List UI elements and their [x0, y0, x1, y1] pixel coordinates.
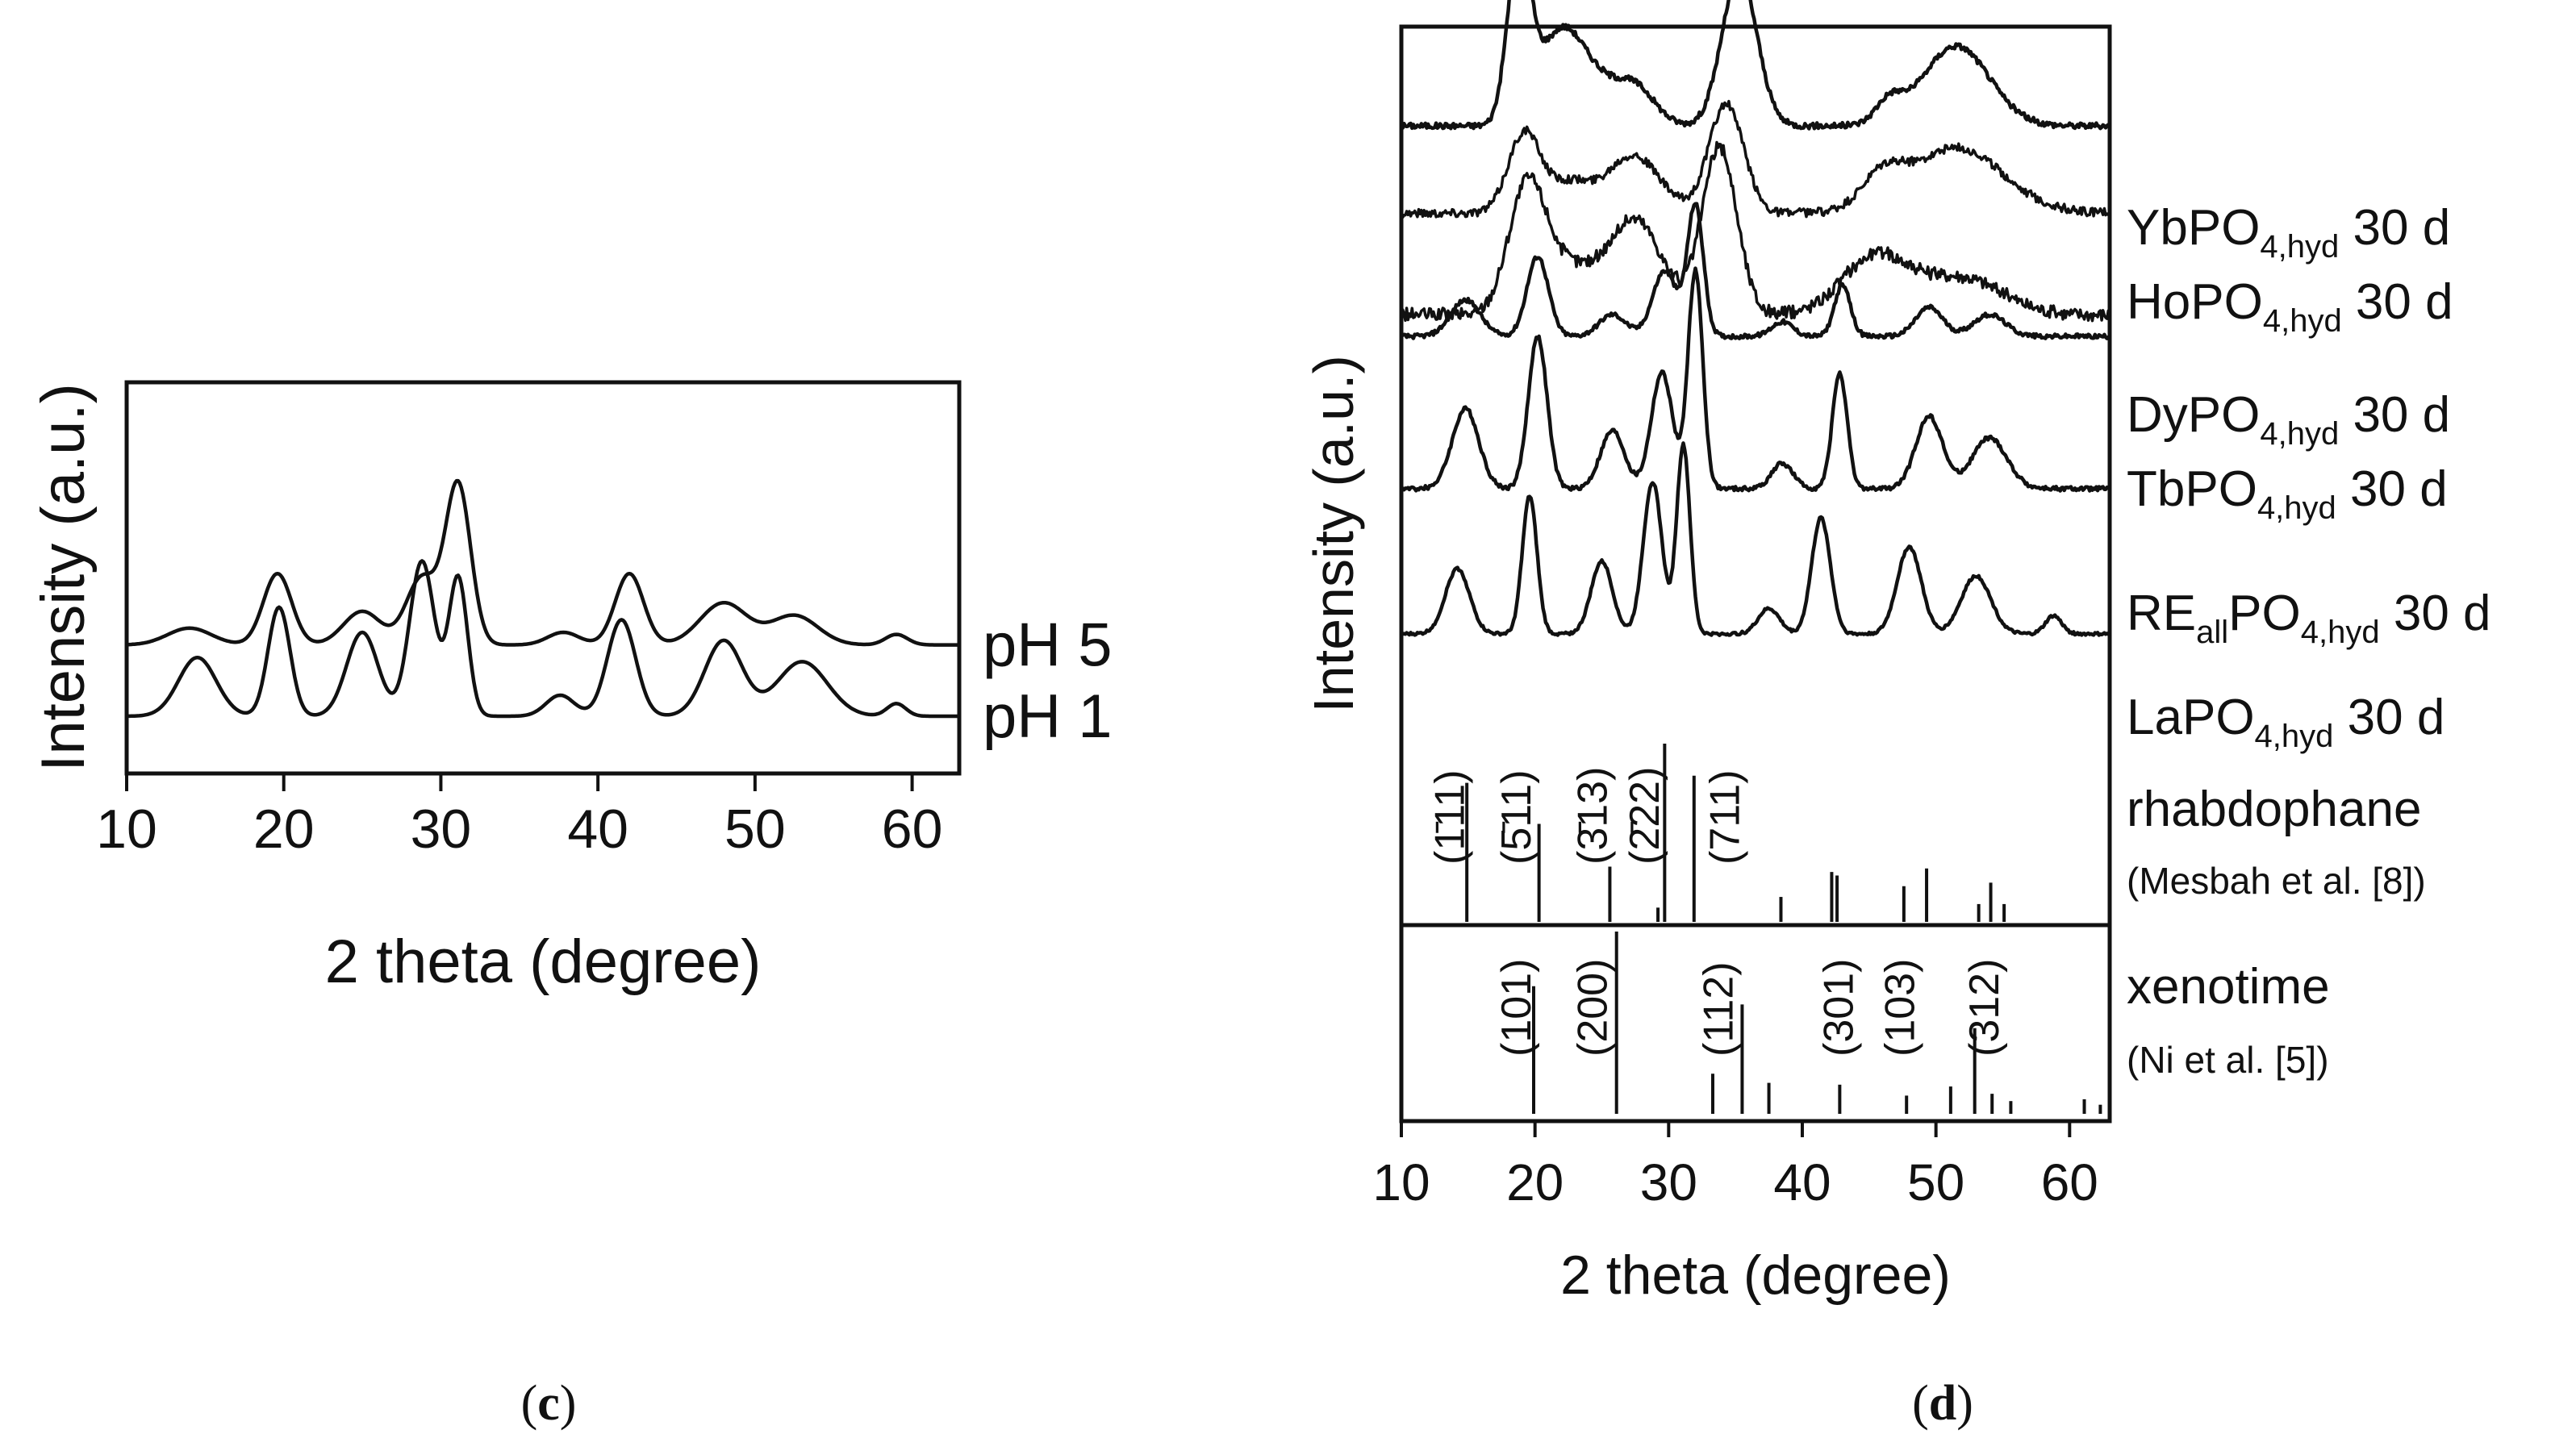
panel-d-label: (d)	[1912, 1376, 1973, 1431]
panel-d-x-tick-label: 20	[1506, 1153, 1564, 1211]
panel-d-series-line	[1400, 140, 2111, 323]
panel-c-plot-frame	[124, 380, 962, 776]
miller-index-label: (101)	[1493, 959, 1540, 1057]
miller-index-label: (112)	[1695, 961, 1742, 1057]
panel-d-series-line	[1401, 0, 2110, 131]
panel-d-traces	[1400, 0, 2111, 637]
reference-title: rhabdophane	[2127, 782, 2421, 837]
panel-c-y-axis-title: Intensity (a.u.)	[29, 383, 98, 772]
reference-title: xenotime	[2127, 959, 2330, 1015]
panel-c-x-tick-label: 40	[567, 798, 628, 860]
miller-index-label: (301)	[1815, 959, 1862, 1057]
miller-index-label: (5̄11)	[1493, 769, 1540, 865]
miller-index-label: (3̄13)	[1570, 767, 1617, 865]
panel-d-x-tick-label: 60	[2041, 1153, 2098, 1211]
panel-c-x-tick-label: 10	[96, 798, 157, 860]
panel-c-label: (c)	[521, 1376, 577, 1431]
panel-c-traces	[126, 478, 960, 719]
miller-index-label: (200)	[1570, 959, 1617, 1057]
panel-d-legend-label: HoPO4,hyd 30 d	[2127, 274, 2453, 339]
panel-c-x-tick-label: 30	[411, 798, 472, 860]
panel-d-series-line	[1400, 441, 2111, 637]
panel-d-x-axis: 10 20 30 40 50 60	[1372, 1121, 2098, 1211]
panel-c-x-axis: 10 20 30 40 50 60	[96, 773, 942, 860]
miller-index-label: (2̄22)	[1622, 767, 1668, 865]
panel-d-x-tick-label: 40	[1773, 1153, 1831, 1211]
panel-c-x-tick-label: 60	[882, 798, 943, 860]
panel-c-x-axis-title: 2 theta (degree)	[325, 928, 762, 996]
panel-d-y-axis-title: Intensity (a.u.)	[1302, 355, 1365, 713]
panel-c-series-line	[126, 478, 960, 647]
miller-index-label: (1̄11)	[1426, 769, 1473, 865]
panel-d-x-axis-title: 2 theta (degree)	[1560, 1244, 1951, 1306]
panel-d-legend-label: LaPO4,hyd 30 d	[2127, 690, 2444, 754]
panel-d-x-tick-label: 30	[1640, 1153, 1697, 1211]
miller-index-label: (312)	[1961, 959, 2008, 1057]
panel-d-x-tick-label: 10	[1372, 1153, 1430, 1211]
panel-c-legend-label: pH 5	[983, 611, 1113, 680]
panel-d-legend-label: TbPO4,hyd 30 d	[2127, 461, 2448, 526]
panel-c-x-tick-label: 50	[724, 798, 786, 860]
panel-d-series-line	[1400, 99, 2111, 219]
panel-d-legend-label: DyPO4,hyd 30 d	[2127, 387, 2450, 452]
panel-d-legend-label: YbPO4,hyd 30 d	[2127, 200, 2450, 265]
panel-d-series-line	[1400, 266, 2110, 493]
reference-citation: (Ni et al. [5])	[2127, 1039, 2329, 1081]
reference-citation: (Mesbah et al. [8])	[2127, 860, 2426, 902]
miller-index-label: (711)	[1702, 769, 1749, 865]
panel-d-chart: 10 20 30 40 50 60 (1̄11) (5̄11) (3̄13) (2̄22) (71…	[1302, 0, 2491, 1306]
miller-index-label: (103)	[1877, 959, 1924, 1057]
panel-d-legend-label: REallPO4,hyd 30 d	[2127, 586, 2491, 650]
panel-d-series-line	[1401, 202, 2111, 340]
panel-d-reference-patterns: (1̄11) (5̄11) (3̄13) (2̄22) (711) rhabdophane…	[1426, 744, 2426, 1114]
panel-d-legend: YbPO4,hyd 30 d HoPO4,hyd 30 d DyPO4,hyd 30…	[2127, 200, 2491, 754]
panel-c-legend-label: pH 1	[983, 682, 1113, 751]
panel-d-x-tick-label: 50	[1907, 1153, 1964, 1211]
panel-c-chart: 10 20 30 40 50 60 pH 5pH 1 2 theta (degree) I…	[29, 380, 1113, 996]
panel-c-series-line	[126, 559, 960, 719]
panel-c-x-tick-label: 20	[253, 798, 315, 860]
panel-c-legend: pH 5pH 1	[983, 611, 1113, 751]
